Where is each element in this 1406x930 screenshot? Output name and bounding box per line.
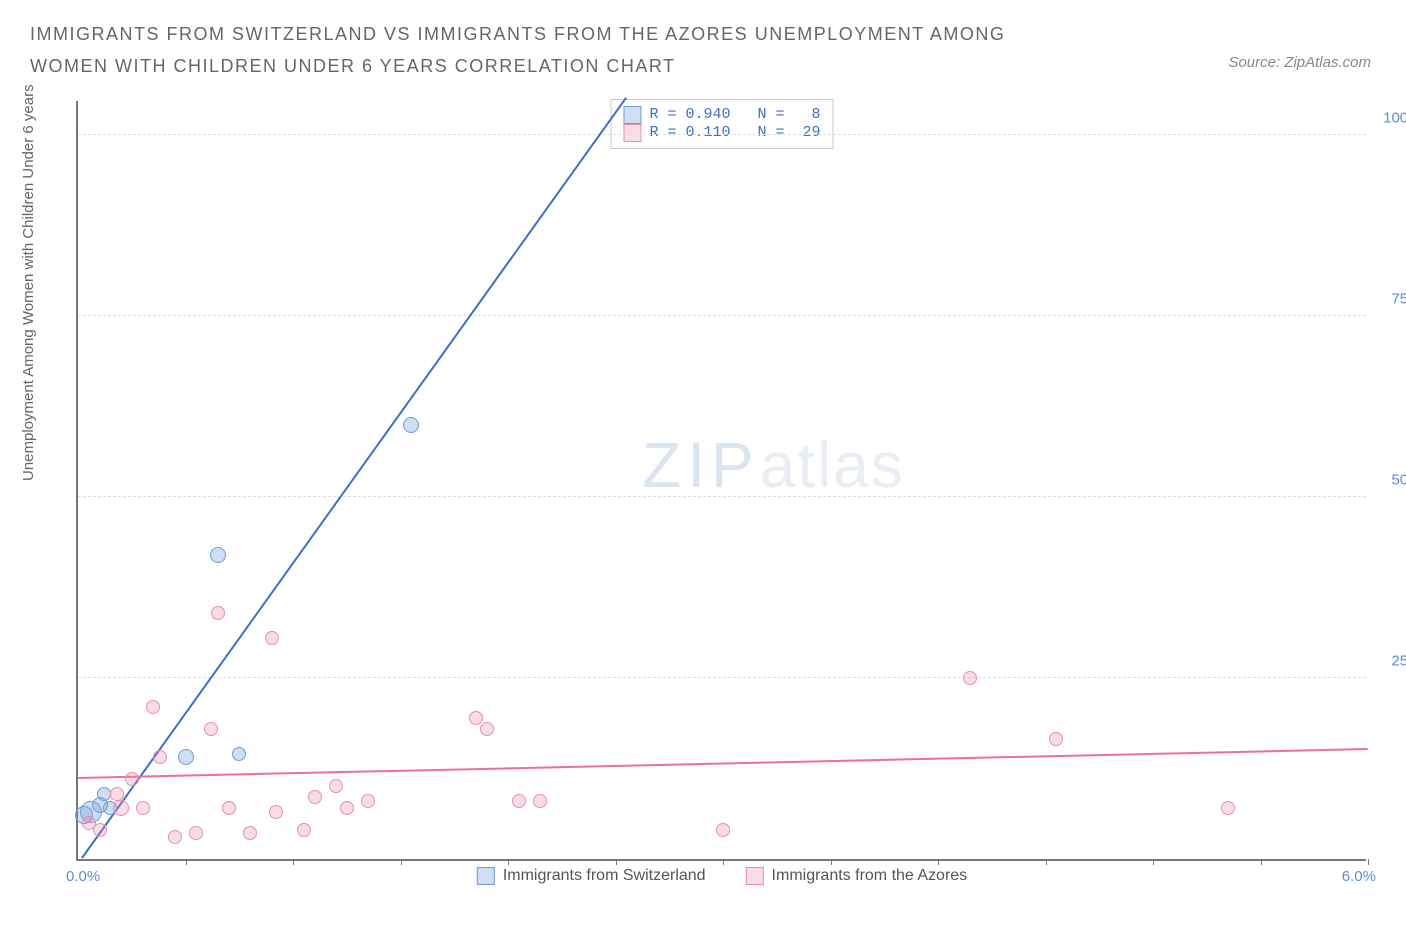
- trend-line-switzerland: [81, 97, 627, 858]
- x-tick-mark: [616, 859, 617, 865]
- x-tick-mark: [508, 859, 509, 865]
- chart-title: IMMIGRANTS FROM SWITZERLAND VS IMMIGRANT…: [30, 18, 1080, 83]
- data-point-azores: [269, 805, 283, 819]
- y-tick-label: 100.0%: [1374, 109, 1406, 126]
- data-point-azores: [716, 823, 730, 837]
- data-point-azores: [533, 794, 547, 808]
- series-legend: Immigrants from Switzerland Immigrants fr…: [477, 867, 967, 885]
- data-point-azores: [480, 722, 494, 736]
- data-point-azores: [113, 800, 129, 816]
- gridline: [78, 496, 1366, 497]
- legend-swatch: [623, 106, 641, 124]
- watermark-rest: atlas: [760, 429, 905, 501]
- x-tick-mark: [293, 859, 294, 865]
- legend-swatch: [477, 867, 495, 885]
- data-point-switzerland: [97, 787, 111, 801]
- data-point-azores: [211, 606, 225, 620]
- correlation-text: R = 0.110 N = 29: [649, 124, 820, 141]
- source-label: Source: ZipAtlas.com: [1228, 54, 1371, 71]
- x-tick-max: 6.0%: [1342, 868, 1376, 885]
- y-tick-label: 25.0%: [1374, 652, 1406, 669]
- gridline: [78, 677, 1366, 678]
- data-point-azores: [110, 787, 124, 801]
- chart-area: Unemployment Among Women with Children U…: [58, 101, 1378, 881]
- legend-label: Immigrants from the Azores: [772, 867, 968, 885]
- data-point-azores: [1221, 801, 1235, 815]
- correlation-legend: R = 0.940 N = 8R = 0.110 N = 29: [610, 99, 833, 149]
- data-point-switzerland: [232, 747, 246, 761]
- y-tick-label: 75.0%: [1374, 290, 1406, 307]
- data-point-azores: [204, 722, 218, 736]
- x-tick-mark: [401, 859, 402, 865]
- data-point-azores: [329, 779, 343, 793]
- data-point-azores: [361, 794, 375, 808]
- x-tick-mark: [1261, 859, 1262, 865]
- legend-item: Immigrants from Switzerland: [477, 867, 706, 885]
- watermark-zip: ZIP: [642, 429, 760, 501]
- data-point-azores: [297, 823, 311, 837]
- correlation-row-azores: R = 0.110 N = 29: [623, 124, 820, 142]
- data-point-azores: [1049, 732, 1063, 746]
- data-point-azores: [93, 823, 107, 837]
- x-tick-mark: [723, 859, 724, 865]
- data-point-switzerland: [210, 547, 226, 563]
- correlation-text: R = 0.940 N = 8: [649, 106, 820, 123]
- x-tick-mark: [1046, 859, 1047, 865]
- legend-swatch: [623, 124, 641, 142]
- x-tick-mark: [186, 859, 187, 865]
- x-tick-mark: [831, 859, 832, 865]
- data-point-azores: [125, 772, 139, 786]
- correlation-row-switzerland: R = 0.940 N = 8: [623, 106, 820, 124]
- data-point-azores: [512, 794, 526, 808]
- data-point-azores: [222, 801, 236, 815]
- data-point-azores: [168, 830, 182, 844]
- x-tick-mark: [1368, 859, 1369, 865]
- data-point-azores: [153, 750, 167, 764]
- legend-label: Immigrants from Switzerland: [503, 867, 706, 885]
- chart-header: IMMIGRANTS FROM SWITZERLAND VS IMMIGRANT…: [0, 0, 1406, 93]
- data-point-azores: [308, 790, 322, 804]
- x-tick-min: 0.0%: [66, 868, 100, 885]
- legend-swatch: [746, 867, 764, 885]
- data-point-switzerland: [403, 417, 419, 433]
- legend-item: Immigrants from the Azores: [746, 867, 968, 885]
- data-point-azores: [963, 671, 977, 685]
- data-point-azores: [340, 801, 354, 815]
- trend-line-azores: [78, 748, 1368, 779]
- data-point-azores: [146, 700, 160, 714]
- data-point-azores: [265, 631, 279, 645]
- plot-region: ZIPatlas 0.0% 6.0% R = 0.940 N = 8R = 0.…: [76, 101, 1366, 861]
- watermark: ZIPatlas: [642, 428, 905, 502]
- x-tick-mark: [1153, 859, 1154, 865]
- gridline: [78, 134, 1366, 135]
- data-point-switzerland: [178, 749, 194, 765]
- gridline: [78, 315, 1366, 316]
- data-point-azores: [189, 826, 203, 840]
- data-point-azores: [136, 801, 150, 815]
- y-tick-label: 50.0%: [1374, 471, 1406, 488]
- data-point-azores: [243, 826, 257, 840]
- y-axis-label: Unemployment Among Women with Children U…: [20, 84, 37, 481]
- x-tick-mark: [938, 859, 939, 865]
